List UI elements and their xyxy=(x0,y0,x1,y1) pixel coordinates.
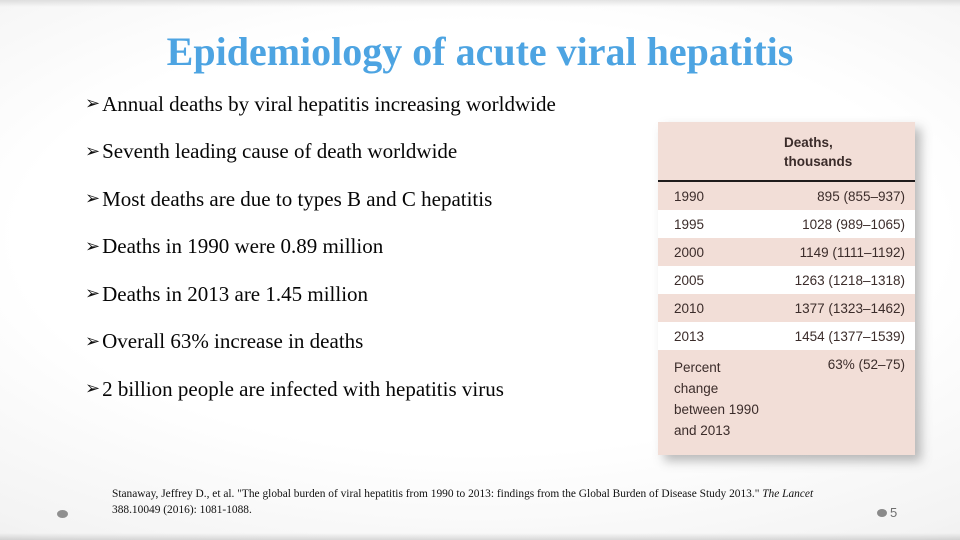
row-year: 2000 xyxy=(674,244,705,260)
row-value: 1028 (989–1065) xyxy=(802,216,905,232)
bullet-text: Deaths in 1990 were 0.89 million xyxy=(102,234,384,258)
bullet-item: ➢ Most deaths are due to types B and C h… xyxy=(85,187,675,211)
row-year: 1995 xyxy=(674,216,705,232)
page-title: Epidemiology of acute viral hepatitis xyxy=(166,29,794,74)
row-label: Percent change between 1990 and 2013 xyxy=(674,360,759,438)
bullet-item: ➢ Overall 63% increase in deaths xyxy=(85,329,675,354)
bullet-text: 2 billion people are infected with hepat… xyxy=(102,376,504,401)
bullet-text: Deaths in 2013 are 1.45 million xyxy=(102,281,369,306)
citation-pages: 388.10049 (2016): 1081-1088. xyxy=(112,503,252,516)
deaths-table: Deaths, thousands 1990 895 (855–937) 199… xyxy=(658,122,915,455)
bullet-list: ➢ Annual deaths by viral hepatitis incre… xyxy=(85,92,675,425)
page-number: 5 xyxy=(890,505,898,520)
table-row-percent-change: Percent change between 1990 and 2013 63%… xyxy=(658,350,915,455)
bullet-item: ➢ Annual deaths by viral hepatitis incre… xyxy=(85,92,675,116)
row-year: 2010 xyxy=(674,300,705,316)
row-year: 2005 xyxy=(674,272,705,288)
arrow-bullet-icon: ➢ xyxy=(85,140,101,162)
bullet-text: Overall 63% increase in deaths xyxy=(102,329,364,353)
table-row: 1990 895 (855–937) xyxy=(658,182,915,210)
table-header: Deaths, thousands xyxy=(658,122,915,182)
row-value: 1454 (1377–1539) xyxy=(794,328,905,344)
decorative-dot-left xyxy=(57,510,68,518)
table-row: 2013 1454 (1377–1539) xyxy=(658,322,915,350)
table-row: 2010 1377 (1323–1462) xyxy=(658,294,915,322)
row-value: 63% (52–75) xyxy=(827,357,905,372)
table-row: 2005 1263 (1218–1318) xyxy=(658,266,915,294)
bullet-item: ➢ Deaths in 2013 are 1.45 million xyxy=(85,282,675,306)
table-header-label: Deaths, thousands xyxy=(784,135,853,169)
arrow-bullet-icon: ➢ xyxy=(85,93,101,114)
bullet-item: ➢ 2 billion people are infected with hep… xyxy=(85,377,675,401)
citation-text: Stanaway, Jeffrey D., et al. "The global… xyxy=(112,488,763,501)
bullet-item: ➢ Deaths in 1990 were 0.89 million xyxy=(85,234,675,259)
arrow-bullet-icon: ➢ xyxy=(85,235,101,257)
bullet-item: ➢ Seventh leading cause of death worldwi… xyxy=(85,139,675,164)
slide-number-area: 5 xyxy=(877,505,897,520)
bullet-text: Most deaths are due to types B and C hep… xyxy=(102,186,493,211)
row-value: 1377 (1323–1462) xyxy=(794,300,905,316)
row-value: 895 (855–937) xyxy=(817,188,905,204)
arrow-bullet-icon: ➢ xyxy=(85,330,101,352)
bullet-text: Annual deaths by viral hepatitis increas… xyxy=(102,91,556,116)
row-year: 1990 xyxy=(674,188,705,204)
row-value: 1263 (1218–1318) xyxy=(794,272,905,288)
row-value: 1149 (1111–1192) xyxy=(799,244,905,260)
decorative-dot-right xyxy=(877,508,887,517)
arrow-bullet-icon: ➢ xyxy=(85,378,101,399)
bullet-text: Seventh leading cause of death worldwide xyxy=(102,139,458,163)
citation-journal: The Lancet xyxy=(762,488,814,501)
table-row: 1995 1028 (989–1065) xyxy=(658,210,915,238)
arrow-bullet-icon: ➢ xyxy=(85,188,101,209)
row-year: 2013 xyxy=(674,328,705,344)
arrow-bullet-icon: ➢ xyxy=(85,283,101,304)
table-row: 2000 1149 (1111–1192) xyxy=(658,238,915,266)
citation: Stanaway, Jeffrey D., et al. "The global… xyxy=(112,487,854,518)
